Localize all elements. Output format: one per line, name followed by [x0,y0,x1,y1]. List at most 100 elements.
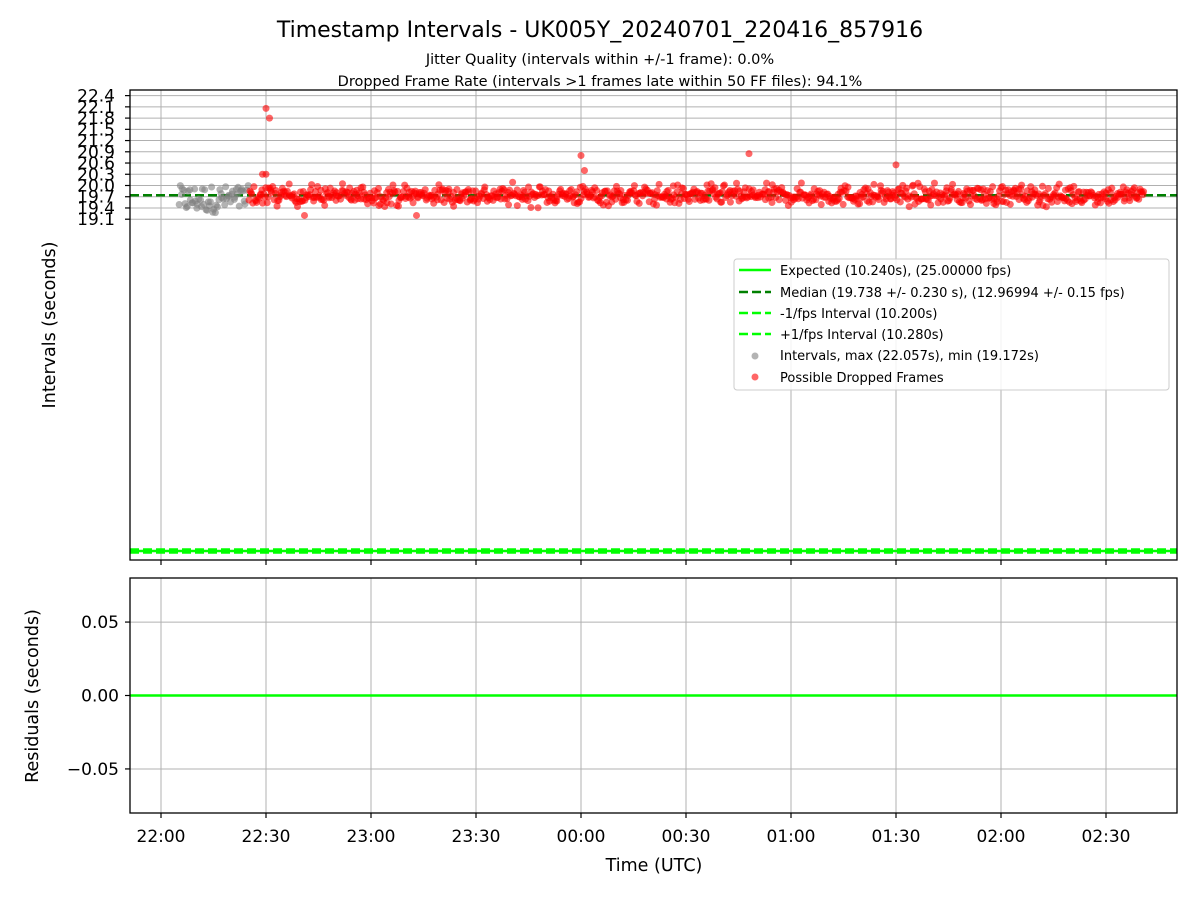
dropped-frame-point [903,184,911,192]
dropped-frame-point [630,182,638,190]
interval-point [235,202,243,210]
dropped-frame-point [1055,180,1063,188]
legend-label-expected: Expected (10.240s), (25.00000 fps) [780,264,1011,279]
top-y-tick-label: 19.7 [77,188,115,208]
top-y-tick-label: 20.0 [77,176,115,196]
dropped-frame-point [409,199,417,207]
x-axis-label: Time (UTC) [605,856,703,876]
x-tick-label: 23:00 [347,827,396,847]
interval-point [213,203,221,211]
bottom-y-axis-label: Residuals (seconds) [23,609,43,783]
dropped-frame-point [718,198,726,206]
top-x-tick-marks [160,560,1107,565]
interval-point [175,201,183,209]
top-y-ticks: 19.119.419.720.020.320.620.921.221.521.8… [77,87,130,230]
top-y-tick-label: 20.9 [77,143,115,163]
dropped-frame-point [272,187,280,195]
x-tick-label: 02:30 [1082,827,1131,847]
interval-point [206,198,214,206]
dropped-frame-point [321,201,329,209]
dropped-frame-point [472,187,480,195]
dropped-frame-outlier [262,170,270,178]
dropped-frame-point [817,201,825,209]
bottom-y-tick-label: 0.05 [81,613,119,633]
dropped-frame-point [797,179,805,187]
dropped-frame-point [655,180,663,188]
dropped-frame-point [949,180,957,188]
dropped-frame-point [337,195,345,203]
dropped-frame-outlier [262,104,270,112]
dropped-frame-point [775,196,783,204]
dropped-frame-point [839,200,847,208]
dropped-frame-point [989,183,997,191]
dropped-frame-point [513,202,521,210]
bottom-y-tick-label: −0.05 [67,760,119,780]
top-y-tick-label: 20.6 [77,154,115,174]
dropped-frame-point [896,198,904,206]
dropped-frame-point [421,186,429,194]
dropped-frame-point [782,196,790,204]
dropped-frame-outlier [413,211,420,219]
x-tick-label: 02:00 [977,827,1026,847]
dropped-frame-point [982,199,990,207]
dropped-frame-point [679,185,687,193]
x-tick-label: 01:00 [767,827,816,847]
dropped-frame-outlier [892,161,900,169]
top-y-tick-label: 21.5 [77,120,115,140]
dropped-frame-point [1044,184,1052,192]
dropped-frame-point [273,202,281,210]
dropped-frame-point [593,186,601,194]
dropped-frame-point [807,190,815,198]
dropped-frame-outlier [577,152,585,160]
legend-label-intervals: Intervals, max (22.057s), min (19.172s) [780,349,1039,364]
top-y-tick-label: 22.4 [77,87,115,107]
dropped-frame-point [1070,182,1078,190]
dropped-frame-point [308,181,316,189]
dropped-frame-point [387,200,395,208]
x-tick-label: 01:30 [872,827,921,847]
dropped-frame-point [1135,195,1143,203]
top-y-tick-label: 20.3 [77,165,115,185]
x-tick-label: 23:30 [452,827,501,847]
x-tick-label: 00:00 [557,827,606,847]
dropped-frame-point [635,199,643,207]
dropped-frame-point [856,200,864,208]
dropped-frame-point [835,195,843,203]
legend: Expected (10.240s), (25.00000 fps) Media… [733,258,1170,391]
dropped-frame-point [263,199,271,207]
dropped-frame-point [875,196,883,204]
dropped-frame-point [534,204,542,212]
x-tick-label: 22:30 [242,827,291,847]
dropped-frame-outlier [581,167,588,175]
dropped-frame-point [763,179,771,187]
interval-point [244,182,252,190]
dropped-frame-point [527,204,535,212]
bottom-y-tick-label: 0.00 [81,687,119,707]
top-y-tick-label: 19.1 [77,210,115,230]
x-tick-label: 00:30 [662,827,711,847]
bottom-x-ticks: 22:00 22:30 23:00 23:30 00:00 00:30 01:00 01:30… [137,813,1131,847]
dropped-frame-outlier [266,114,273,122]
dropped-frame-point [513,186,521,194]
bottom-y-ticks: 0.05 0.00 −0.05 [67,613,130,780]
interval-point [222,183,230,191]
dropped-frame-point [711,184,719,192]
interval-point [183,202,191,210]
dropped-frame-point [567,186,575,194]
dropped-frame-point [359,183,367,191]
legend-frame [733,258,1170,391]
dropped-frame-point [1041,190,1049,198]
dropped-frame-point [685,198,693,206]
dropped-frame-point [726,198,734,206]
dropped-frame-point [1108,184,1116,192]
dropped-frame-outlier [745,150,753,158]
bottom-panel: 0.05 0.00 −0.05 22:00 22:30 23:00 23:30 00:00 0… [23,577,1178,876]
dropped-frame-point [705,196,713,204]
interval-points [175,104,1148,219]
dropped-frame-point [1126,197,1134,205]
dropped-frame-point [718,188,726,196]
legend-swatch-intervals [751,352,759,360]
dropped-frame-point [664,186,672,194]
dropped-frame-point [285,180,293,188]
